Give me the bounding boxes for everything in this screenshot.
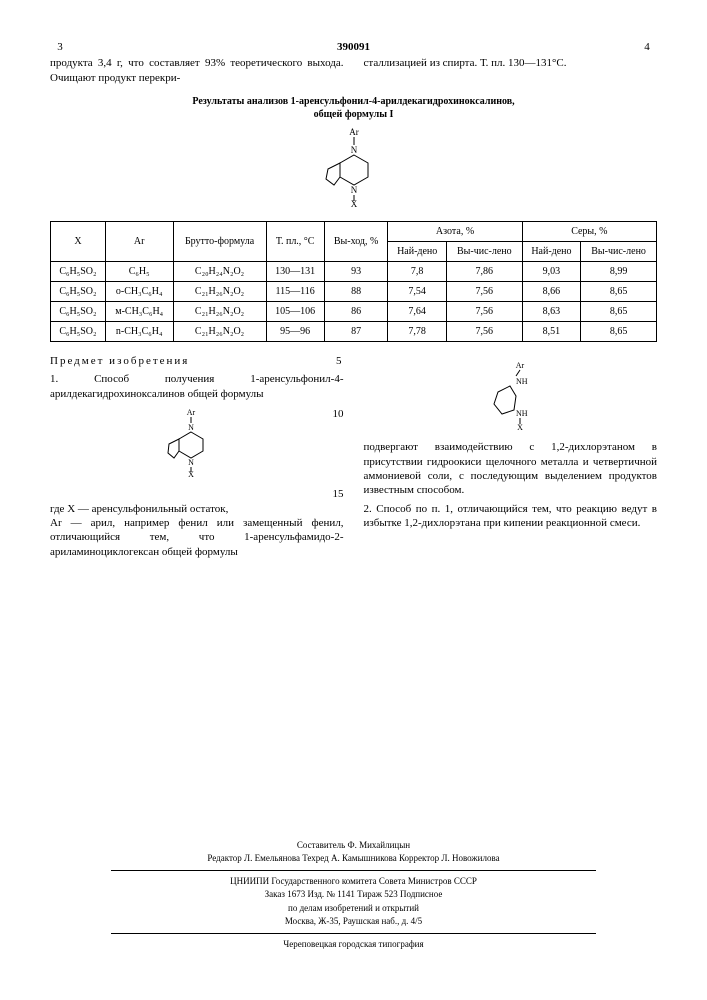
structure-ar-label: Ar (349, 127, 359, 137)
caption-line-2: общей формулы I (314, 109, 394, 120)
table-header-row-1: X Ar Брутто-формула Т. пл., °C Вы-ход, %… (51, 222, 657, 242)
svg-text:NH: NH (516, 409, 528, 418)
table-body: C₆H₅SO₂ C₆H₅ C₂₀H₂₄N₂O₂ 130—131 93 7,8 7… (51, 262, 657, 342)
line-num-10: 10 (333, 407, 344, 421)
structure-formula-2: Ar N N X 10 (50, 407, 344, 481)
svg-text:X: X (188, 470, 194, 477)
intro-left: продукта 3,4 г, что составляет 93% теоре… (50, 56, 344, 85)
results-table: X Ar Брутто-формула Т. пл., °C Вы-ход, %… (50, 221, 657, 342)
th-s-group: Серы, % (522, 222, 656, 242)
page-header: 3 390091 4 (50, 40, 657, 54)
staff-line: Редактор Л. Емельянова Техред А. Камышни… (50, 852, 657, 866)
page-num-right: 4 (637, 40, 657, 54)
claim-right-1: подвергают взаимодействию с 1,2-дихлорэт… (364, 440, 658, 497)
compiler: Составитель Ф. Михайлицын (50, 839, 657, 853)
subject-heading: Предмет изобретения 5 (50, 354, 344, 368)
svg-text:N: N (188, 423, 194, 432)
table-row: C₆H₅SO₂ o-CH₃C₆H₄ C₂₁H₂₆N₂O₂ 115—116 88 … (51, 282, 657, 302)
intro-paragraph: продукта 3,4 г, что составляет 93% теоре… (50, 56, 657, 85)
th-s-calc: Вы-чис-лено (581, 242, 657, 262)
claim-ar-def: Ar — арил, например фенил или замещенный… (50, 516, 344, 559)
claims-section: Предмет изобретения 5 1. Способ получени… (50, 354, 657, 559)
address: Москва, Ж-35, Раушская наб., д. 4/5 (50, 915, 657, 929)
patent-number: 390091 (70, 40, 637, 54)
svg-text:Ar: Ar (187, 408, 196, 417)
svg-text:Ar: Ar (516, 361, 525, 370)
th-yield: Вы-ход, % (324, 222, 388, 262)
table-caption: Результаты анализов 1-аренсульфонил-4-ар… (50, 95, 657, 121)
th-s-found: Най-дено (522, 242, 581, 262)
svg-text:NH: NH (516, 377, 528, 386)
structure-x-label: X (350, 199, 357, 207)
svg-text:N: N (350, 145, 357, 155)
table-row: C₆H₅SO₂ м-CH₃C₆H₄ C₂₁H₂₆N₂O₂ 105—106 86 … (51, 302, 657, 322)
line-num-15: 15 (333, 488, 344, 500)
page-num-left: 3 (50, 40, 70, 54)
structure-formula-3: Ar NH NH X (364, 360, 658, 434)
th-n-group: Азота, % (388, 222, 522, 242)
table-row: C₆H₅SO₂ n-CH₃C₆H₄ C₂₁H₂₆N₂O₂ 95—96 87 7,… (51, 322, 657, 342)
org-2: по делам изобретений и открытий (50, 902, 657, 916)
svg-text:N: N (188, 458, 194, 467)
intro-right: сталлизацией из спирта. Т. пл. 130—131°C… (364, 56, 658, 85)
th-n-found: Най-дено (388, 242, 447, 262)
th-x: X (51, 222, 106, 262)
structure-formula-1: Ar N N X (50, 127, 657, 211)
claim-2: 2. Способ по п. 1, отличающийся тем, что… (364, 502, 658, 531)
th-brutto: Брутто-формула (173, 222, 266, 262)
press: Череповецкая городская типография (50, 938, 657, 952)
org-1: ЦНИИПИ Государственного комитета Совета … (50, 875, 657, 889)
th-n-calc: Вы-чис-лено (446, 242, 522, 262)
svg-text:X: X (517, 423, 523, 430)
caption-line-1: Результаты анализов 1-аренсульфонил-4-ар… (192, 96, 514, 107)
svg-text:N: N (350, 185, 357, 195)
line-num-5: 5 (336, 354, 344, 368)
claim-1-intro: 1. Способ получения 1-аренсульфонил-4-ар… (50, 372, 344, 401)
claims-left-col: Предмет изобретения 5 1. Способ получени… (50, 354, 344, 559)
table-row: C₆H₅SO₂ C₆H₅ C₂₀H₂₄N₂O₂ 130—131 93 7,8 7… (51, 262, 657, 282)
claims-right-col: Ar NH NH X подвергают взаимодействию с 1… (364, 354, 658, 559)
colophon: Составитель Ф. Михайлицын Редактор Л. Ем… (50, 839, 657, 952)
th-mp: Т. пл., °C (266, 222, 324, 262)
order-line: Заказ 1673 Изд. № 1141 Тираж 523 Подписн… (50, 888, 657, 902)
claim-where-x: где X — аренсульфонильный остаток, (50, 502, 344, 516)
th-ar: Ar (105, 222, 173, 262)
